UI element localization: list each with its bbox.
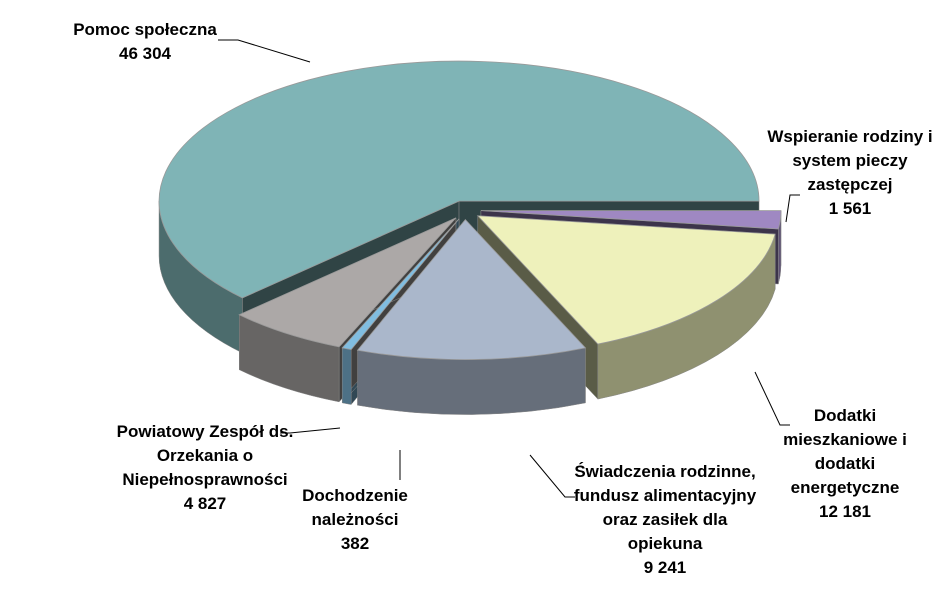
category-label: Świadczenia rodzinne, fundusz alimentacy… [573, 462, 757, 553]
pie-slice [476, 215, 776, 345]
leader-line [529, 454, 575, 498]
slice-tops [158, 60, 782, 360]
category-label: Powiatowy Zespół ds. Orzekania o Niepełn… [116, 422, 294, 489]
slice-label: Świadczenia rodzinne, fundusz alimentacy… [565, 460, 765, 580]
value-label: 46 304 [119, 44, 171, 63]
leader-line [218, 39, 311, 63]
leader-line [280, 427, 341, 434]
value-label: 9 241 [643, 558, 687, 577]
pie-slice [158, 60, 760, 299]
pie-slice [341, 218, 460, 350]
leader-lines [218, 39, 800, 498]
slice-label: Powiatowy Zespół ds. Orzekania o Niepełn… [110, 420, 300, 516]
pie-slice [480, 210, 782, 230]
slice-label: Pomoc społeczna 46 304 [45, 18, 245, 66]
category-label: Wspieranie rodziny i system pieczy zastę… [767, 127, 933, 194]
pie-slice [238, 217, 457, 348]
leader-line [754, 371, 790, 426]
pie [158, 60, 782, 415]
category-label: Dochodzenie należności [302, 486, 408, 529]
pie-slice [356, 218, 587, 360]
value-label: 4 827 [183, 494, 227, 513]
slice-label: Dodatki mieszkaniowe i dodatki energetyc… [765, 404, 925, 524]
value-label: 1 561 [828, 199, 872, 218]
value-label: 12 181 [819, 502, 871, 521]
slice-side [341, 347, 352, 405]
leader-line [785, 194, 800, 223]
slice-label: Wspieranie rodziny i system pieczy zastę… [760, 125, 940, 221]
slice-label: Dochodzenie należności 382 [290, 484, 420, 556]
category-label: Pomoc społeczna [73, 20, 217, 39]
value-label: 382 [340, 534, 370, 553]
category-label: Dodatki mieszkaniowe i dodatki energetyc… [783, 406, 907, 497]
